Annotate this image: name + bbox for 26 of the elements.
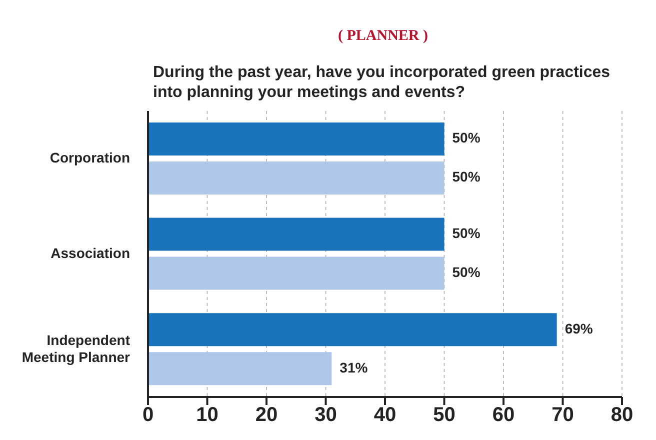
bar — [148, 122, 444, 156]
data-label: 31% — [340, 359, 368, 376]
bar — [148, 218, 444, 251]
x-tick-label: 20 — [255, 404, 278, 426]
x-tick-label: 70 — [552, 404, 574, 426]
bar — [148, 161, 444, 194]
bar — [148, 256, 444, 290]
data-label: 50% — [452, 168, 481, 185]
x-tick-label: 0 — [142, 404, 154, 426]
chart-subtitle: During the past year, have you incorporated green practices into planning your meetings and events? — [153, 63, 612, 103]
x-tick-label: 60 — [492, 404, 515, 426]
x-tick-label: 80 — [610, 404, 634, 426]
x-tick-label: 30 — [314, 404, 337, 426]
y-tick-label: Association — [50, 244, 130, 261]
data-label: 50% — [452, 224, 481, 241]
data-label: 69% — [564, 320, 594, 336]
y-tick-label: Corporation — [50, 149, 130, 166]
bar — [148, 352, 332, 386]
data-label: 50% — [452, 130, 481, 146]
y-tick-label: Independent Meeting Planner — [22, 332, 131, 365]
bar — [148, 313, 557, 346]
data-label: 50% — [452, 264, 481, 280]
x-tick-label: 40 — [374, 404, 396, 426]
x-tick-label: 50 — [433, 404, 456, 426]
chart-title: ( PLANNER ) — [337, 28, 429, 45]
x-tick-label: 10 — [196, 404, 218, 426]
